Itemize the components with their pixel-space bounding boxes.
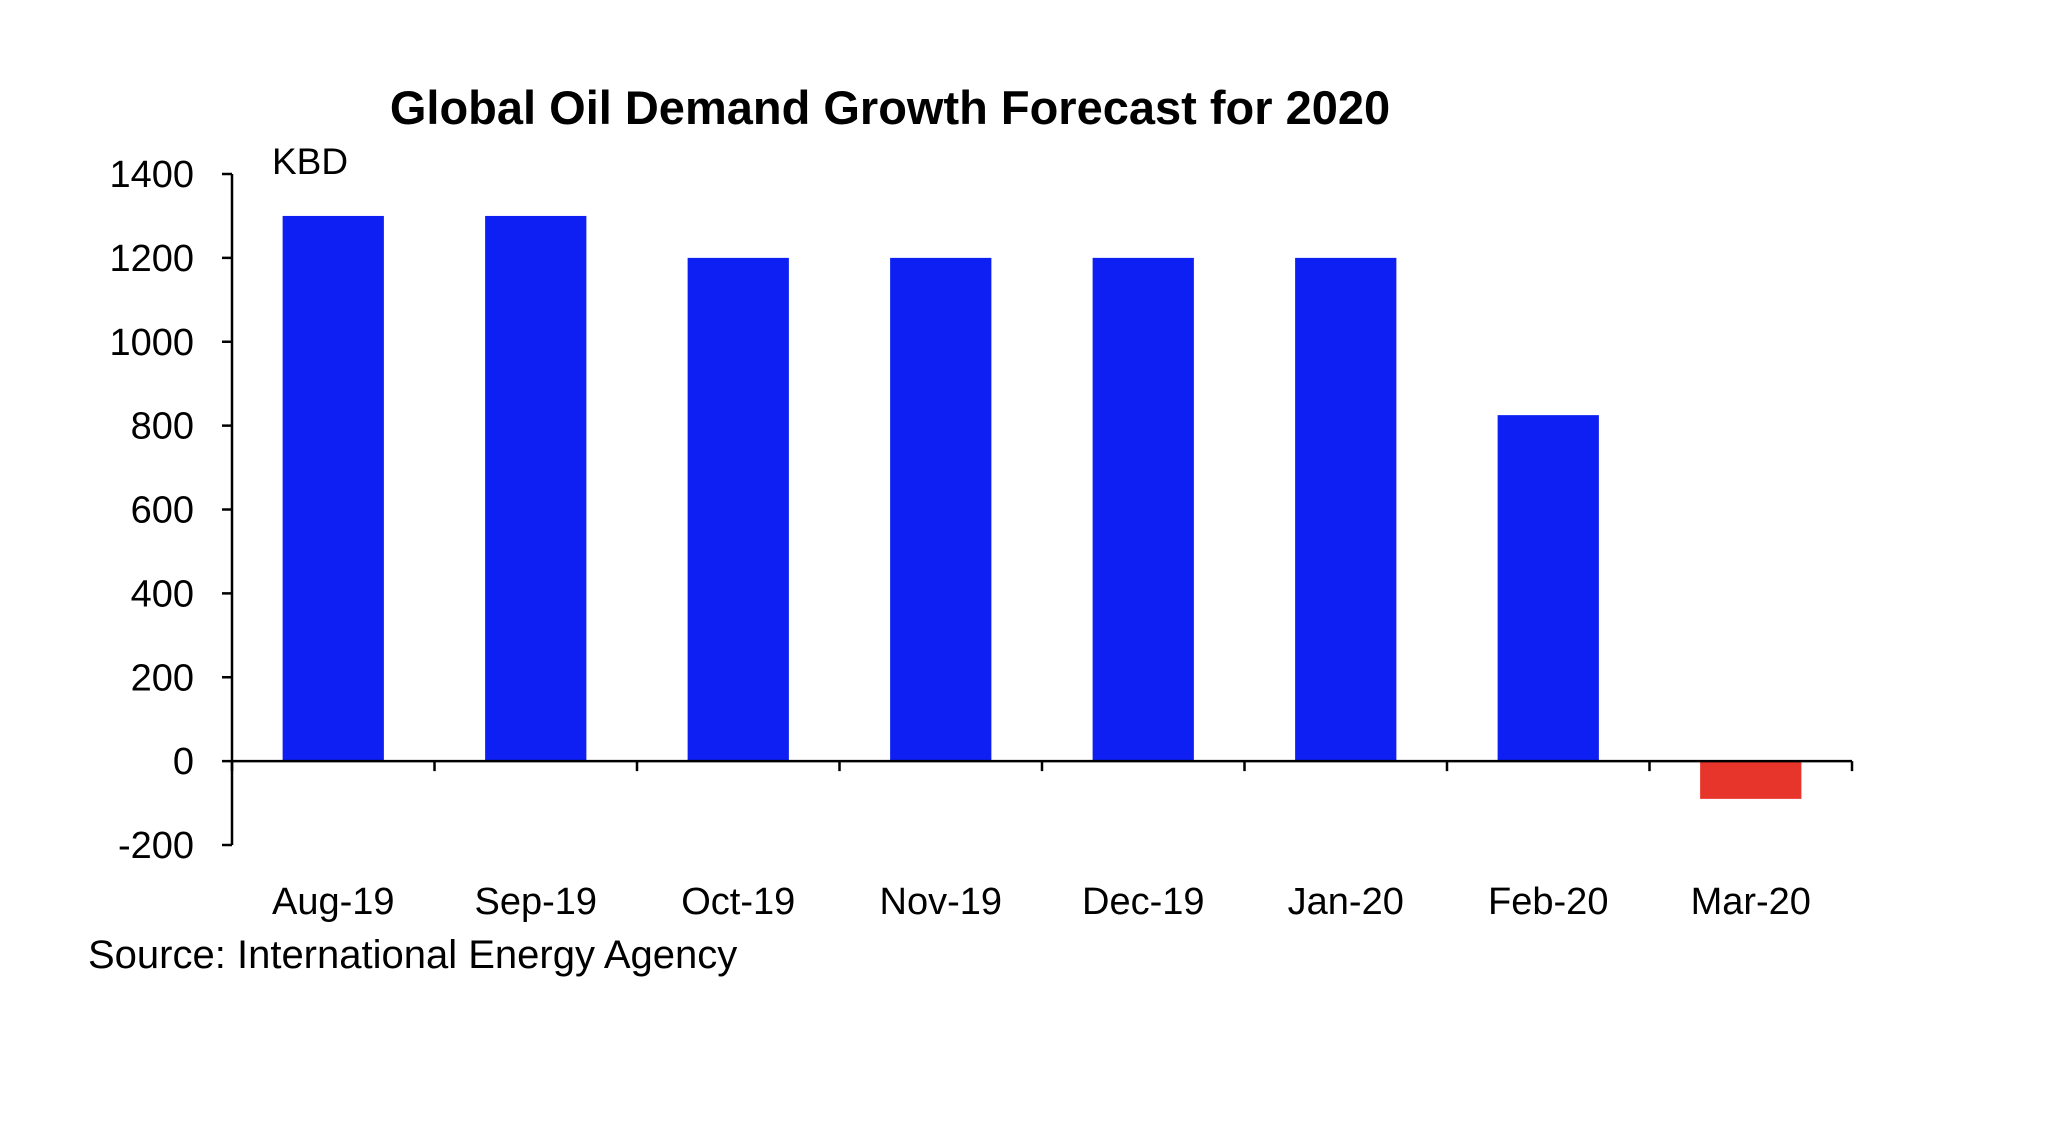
bar-sep-19 [485, 215, 587, 762]
bar-mar-20 [1700, 761, 1802, 799]
y-tick-label: 600 [131, 490, 194, 532]
x-category-label: Aug-19 [272, 881, 395, 923]
bar-aug-19 [282, 215, 384, 762]
chart-title: Global Oil Demand Growth Forecast for 20… [390, 81, 1390, 134]
y-tick-label: 800 [131, 406, 194, 448]
y-tick-label: 1400 [109, 154, 194, 196]
y-axis: 1400 1200 1000 800 600 400 200 0 -200 [109, 154, 234, 867]
y-tick-label: 200 [131, 657, 194, 699]
x-category-label: Jan-20 [1288, 881, 1404, 923]
y-unit-label: KBD [272, 141, 348, 182]
x-category-label: Sep-19 [474, 881, 597, 923]
bars [282, 215, 1802, 799]
bar-feb-20 [1497, 415, 1599, 762]
y-tick-label: 1000 [109, 322, 194, 364]
source-note: Source: International Energy Agency [88, 933, 737, 977]
bar-nov-19 [890, 257, 992, 762]
bar-oct-19 [687, 257, 789, 762]
x-category-label: Nov-19 [880, 881, 1003, 923]
y-tick-label: 400 [131, 573, 194, 615]
y-tick-label: 1200 [109, 238, 194, 280]
y-tick-label: -200 [118, 825, 194, 867]
bar-jan-20 [1295, 257, 1397, 762]
x-category-label: Oct-19 [681, 881, 795, 923]
y-tick-label: 0 [173, 741, 194, 783]
x-category-label: Feb-20 [1488, 881, 1608, 923]
x-category-label: Dec-19 [1082, 881, 1205, 923]
x-category-label: Mar-20 [1691, 881, 1811, 923]
x-axis: Aug-19 Sep-19 Oct-19 Nov-19 Dec-19 Jan-20 Feb-… [230, 759, 1854, 923]
bar-dec-19 [1092, 257, 1194, 762]
